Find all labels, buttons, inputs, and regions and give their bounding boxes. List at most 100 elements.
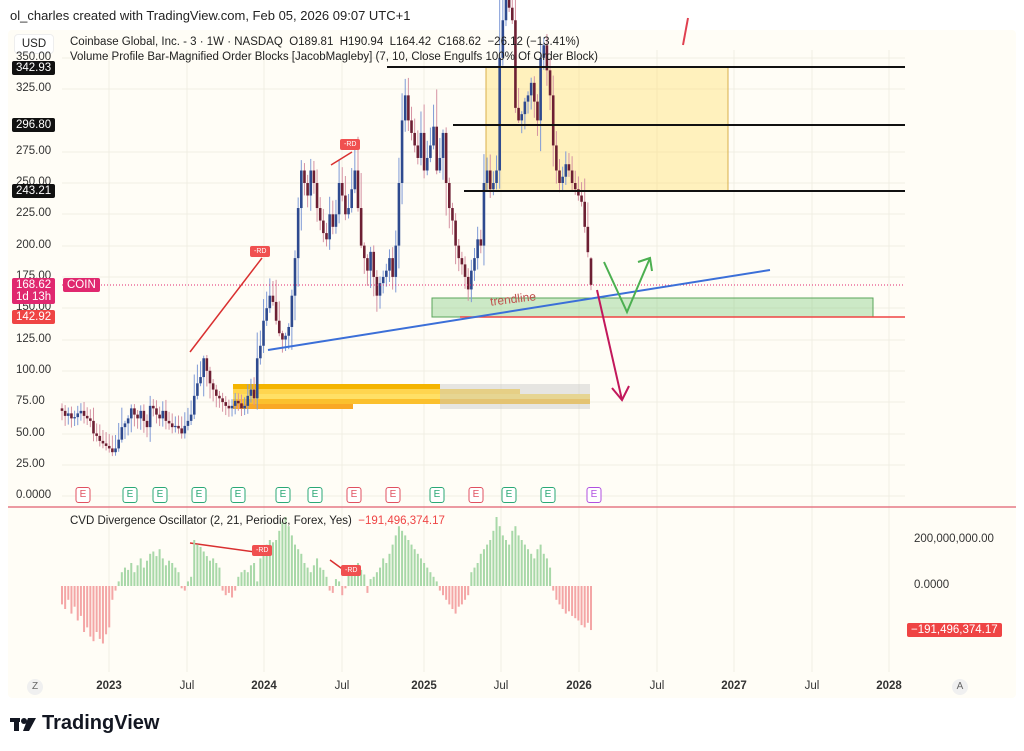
oscillator-bar xyxy=(92,586,95,642)
tradingview-logo: TradingView xyxy=(10,712,159,735)
auto-scale-button[interactable]: A xyxy=(952,679,968,695)
candle xyxy=(510,0,514,24)
earnings-marker-icon[interactable]: E xyxy=(346,487,362,503)
earnings-marker-icon[interactable]: E xyxy=(586,487,602,503)
oscillator-bar xyxy=(73,586,76,607)
oscillator-bar xyxy=(410,544,413,586)
candle xyxy=(498,0,501,189)
oscillator-bar xyxy=(520,540,523,586)
symbol-legend: Coinbase Global, Inc. - 3 · 1W · NASDAQ … xyxy=(70,36,580,48)
oscillator-bar xyxy=(98,586,101,639)
candle xyxy=(397,157,401,269)
bearish-projection-arrow[interactable] xyxy=(596,289,623,401)
volume-profile-bar xyxy=(233,399,590,404)
candle xyxy=(479,229,483,254)
candle xyxy=(567,153,571,177)
candle xyxy=(545,33,549,86)
candle xyxy=(63,405,67,426)
candle xyxy=(214,384,218,408)
oscillator-bar xyxy=(316,558,319,586)
price-tick: 225.00 xyxy=(16,207,52,219)
earnings-marker-icon[interactable]: E xyxy=(275,487,291,503)
earnings-marker-icon[interactable]: E xyxy=(429,487,445,503)
trendline[interactable] xyxy=(267,269,771,351)
oscillator-bar xyxy=(511,530,514,586)
candle xyxy=(167,411,171,430)
candle xyxy=(435,89,439,175)
candle xyxy=(177,415,180,434)
oscillator-bar xyxy=(142,567,145,586)
earnings-marker-icon[interactable]: E xyxy=(540,487,556,503)
candle xyxy=(240,394,243,417)
candle xyxy=(334,199,338,234)
candle xyxy=(120,407,124,443)
symbol-name[interactable]: Coinbase Global, Inc. - 3 · 1W · NASDAQ xyxy=(70,36,283,48)
candle xyxy=(416,130,420,165)
arrowhead-icon xyxy=(637,256,653,272)
candle xyxy=(448,177,451,229)
candle xyxy=(388,249,391,282)
oscillator-bar xyxy=(567,586,570,612)
earnings-marker-icon[interactable]: E xyxy=(468,487,484,503)
oscillator-bar xyxy=(224,586,227,596)
earnings-marker-icon[interactable]: E xyxy=(307,487,323,503)
candle xyxy=(224,396,228,416)
level-label-296: 296.80 xyxy=(12,118,56,132)
time-tick: 2024 xyxy=(251,680,277,692)
earnings-marker-icon[interactable]: E xyxy=(152,487,168,503)
earnings-marker-icon[interactable]: E xyxy=(385,487,401,503)
earnings-marker-icon[interactable]: E xyxy=(191,487,207,503)
candle xyxy=(507,0,511,12)
volume-profile-bar xyxy=(233,404,353,409)
oscillator-bar xyxy=(372,576,375,586)
oscillator-bar xyxy=(369,579,372,586)
candle xyxy=(369,246,372,289)
oscillator-bar xyxy=(180,586,183,589)
zoom-reset-button[interactable]: Z xyxy=(27,679,43,695)
oscillator-bar xyxy=(290,535,293,586)
oscillator-bar xyxy=(454,586,457,614)
oscillator-bar xyxy=(423,563,426,586)
bullish-projection-arrow[interactable] xyxy=(603,257,651,315)
oscillator-bar xyxy=(508,544,511,586)
osc-divergence-label: -RD xyxy=(341,565,362,576)
oscillator-bar xyxy=(215,563,218,586)
candle xyxy=(403,78,407,132)
oscillator-bar xyxy=(262,551,265,586)
oscillator-bar xyxy=(590,586,592,631)
oscillator-bar xyxy=(385,563,388,586)
earnings-marker-icon[interactable]: E xyxy=(75,487,91,503)
candle xyxy=(189,400,193,426)
drawing-line[interactable] xyxy=(682,17,689,46)
osc-tick: 200,000,000.00 xyxy=(914,533,994,545)
candle xyxy=(111,435,114,457)
oscillator-bar xyxy=(514,526,517,586)
oscillator-bar xyxy=(108,586,111,628)
candle xyxy=(73,410,76,427)
candle xyxy=(268,278,272,313)
time-tick: Jul xyxy=(179,680,195,692)
indicator-legend[interactable]: Volume Profile Bar-Magnified Order Block… xyxy=(70,51,598,63)
candle xyxy=(441,129,445,180)
candle xyxy=(337,159,341,224)
oscillator-bar xyxy=(457,586,460,607)
oscillator-bar xyxy=(221,586,224,591)
oscillator-title: CVD Divergence Oscillator (2, 21, Period… xyxy=(70,515,352,527)
candle xyxy=(126,415,130,436)
candle xyxy=(312,160,316,194)
candle xyxy=(570,156,574,191)
oscillator-bar xyxy=(438,586,441,591)
order-block-zone[interactable] xyxy=(485,66,729,192)
earnings-marker-icon[interactable]: E xyxy=(230,487,246,503)
earnings-marker-icon[interactable]: E xyxy=(501,487,517,503)
oscillator-legend[interactable]: CVD Divergence Oscillator (2, 21, Period… xyxy=(70,515,445,527)
oscillator-bar xyxy=(275,540,278,586)
oscillator-bar xyxy=(445,586,448,600)
oscillator-bar xyxy=(174,567,177,586)
candle xyxy=(315,169,319,222)
candle xyxy=(293,250,297,321)
earnings-marker-icon[interactable]: E xyxy=(122,487,138,503)
currency-button[interactable]: USD xyxy=(14,34,54,54)
oscillator-bar xyxy=(442,586,445,596)
